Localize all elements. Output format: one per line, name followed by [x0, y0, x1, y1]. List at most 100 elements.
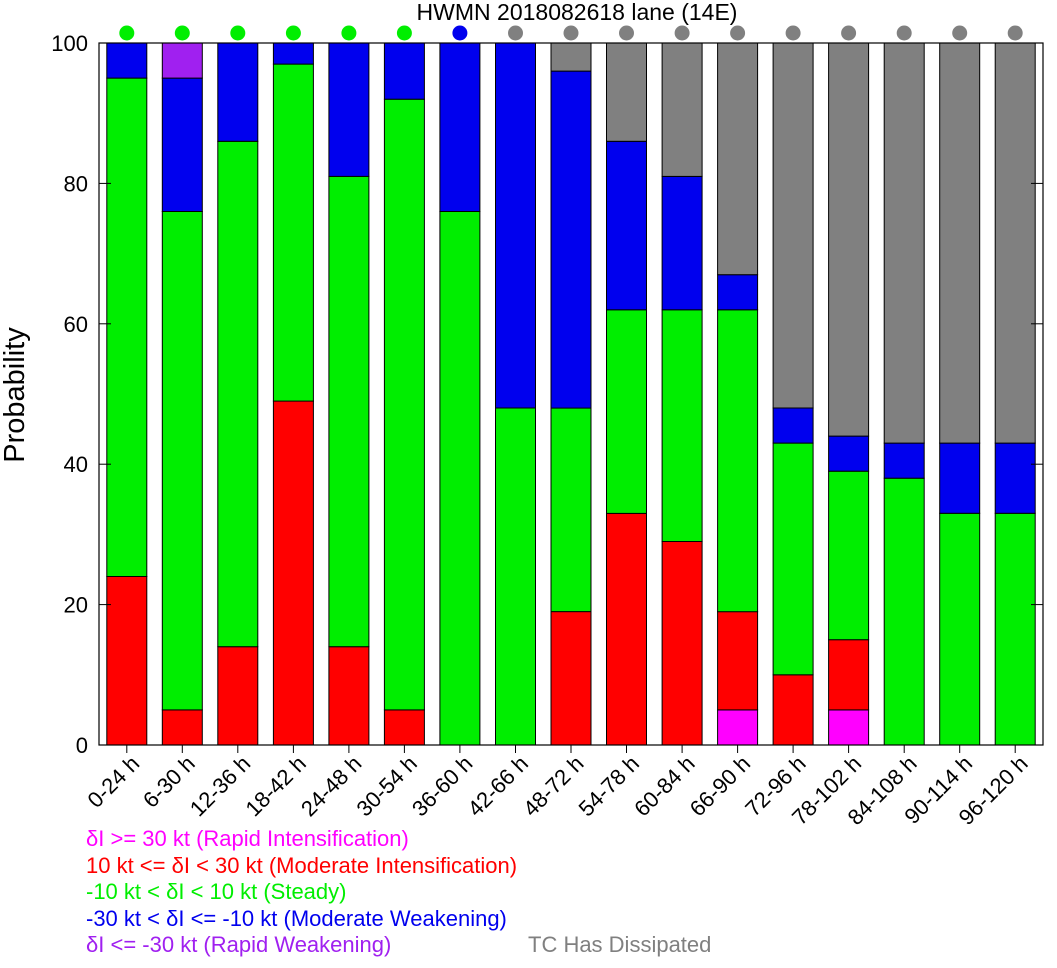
bar-segment-1-4	[161, 42, 203, 79]
legend-moderate-intensification: 10 kt <= δI < 30 kt (Moderate Intensific…	[86, 852, 518, 878]
bar-segment-5-1	[383, 709, 425, 746]
bar-segment-10-5	[661, 42, 703, 177]
bar-segment-4-2	[328, 175, 370, 648]
bar-segment-10-2	[661, 309, 703, 542]
legend: δI >= 30 kt (Rapid Intensification) 10 k…	[86, 826, 517, 959]
y-axis-label: Probability	[0, 327, 31, 463]
bar-segment-12-5	[772, 42, 814, 409]
bar-segment-10-1	[661, 540, 703, 746]
category-dot-5	[396, 25, 412, 41]
bar-segment-14-2	[883, 477, 925, 746]
category-dot-11	[730, 25, 746, 41]
bar-segment-7-2	[495, 407, 536, 746]
legend-rapid-weakening: δI <= -30 kt (Rapid Weakening)	[86, 932, 392, 957]
bar-segment-5-3	[383, 42, 425, 100]
x-tick-label-5: 30-54 h	[351, 751, 421, 821]
legend-steady: -10 kt < δI < 10 kt (Steady)	[86, 879, 347, 904]
bar-segment-13-3	[828, 435, 870, 472]
bar-segment-0-1	[106, 576, 148, 746]
category-dots-layer	[119, 25, 1023, 41]
category-dot-0	[119, 25, 135, 41]
bar-segment-7-3	[495, 42, 536, 409]
x-tick-label-4: 24-48 h	[296, 751, 366, 821]
x-tick-label-10: 60-84 h	[629, 751, 699, 821]
bar-segment-6-2	[439, 211, 481, 746]
x-tick-label-9: 54-78 h	[574, 751, 644, 821]
x-tick-label-6: 36-60 h	[407, 751, 477, 821]
legend-rapid-intensification: δI >= 30 kt (Rapid Intensification)	[86, 826, 409, 851]
bars-layer	[106, 42, 1036, 746]
bar-segment-3-3	[272, 42, 314, 65]
bar-segment-1-2	[161, 211, 203, 711]
bar-segment-14-3	[883, 442, 925, 479]
category-dot-13	[841, 25, 857, 41]
category-dot-6	[452, 25, 468, 41]
x-tick-label-3: 18-42 h	[240, 751, 310, 821]
category-dot-1	[174, 25, 190, 41]
legend-dissipated: TC Has Dissipated	[528, 932, 712, 957]
x-tick-label-2: 12-36 h	[185, 751, 255, 821]
x-tick-label-8: 48-72 h	[518, 751, 588, 821]
category-dot-9	[619, 25, 634, 41]
bar-segment-12-2	[772, 442, 814, 676]
bar-segment-15-2	[939, 512, 981, 746]
bar-segment-12-1	[772, 674, 814, 746]
bar-segment-16-5	[994, 42, 1036, 444]
bar-segment-11-2	[717, 309, 759, 613]
bar-segment-4-1	[328, 646, 370, 746]
category-dot-8	[563, 25, 579, 41]
category-dot-16	[1007, 25, 1023, 41]
y-tick-label-1: 20	[64, 593, 88, 618]
bar-segment-3-1	[272, 400, 314, 746]
bar-segment-4-3	[328, 42, 370, 177]
bar-segment-1-3	[161, 77, 203, 212]
category-dot-12	[785, 25, 801, 41]
bar-segment-11-5	[717, 42, 759, 276]
bar-segment-5-2	[383, 98, 425, 711]
bar-segment-9-5	[606, 42, 647, 142]
y-tick-label-0: 0	[76, 733, 88, 758]
category-dot-4	[341, 25, 357, 41]
bar-segment-16-3	[994, 442, 1036, 514]
x-tick-label-11: 66-90 h	[685, 751, 755, 821]
bar-segment-10-3	[661, 175, 703, 311]
x-tick-label-7: 42-66 h	[463, 751, 533, 821]
category-dot-2	[230, 25, 246, 41]
y-tick-label-5: 100	[51, 31, 88, 56]
bar-segment-11-1	[717, 611, 759, 711]
bar-segment-16-2	[994, 512, 1036, 746]
bar-segment-11-3	[717, 274, 759, 311]
bar-segment-9-1	[606, 512, 647, 746]
bar-segment-0-2	[106, 77, 148, 577]
bar-segment-9-3	[606, 140, 647, 311]
bar-segment-8-3	[550, 70, 592, 409]
bar-segment-13-0	[828, 709, 870, 746]
category-dot-10	[674, 25, 690, 41]
bar-segment-9-2	[606, 309, 647, 514]
bar-segment-3-2	[272, 63, 314, 402]
category-dot-15	[952, 25, 968, 41]
bar-segment-8-2	[550, 407, 592, 613]
y-tick-label-2: 40	[64, 452, 88, 477]
bar-segment-2-3	[217, 42, 259, 142]
x-tick-label-0: 0-24 h	[83, 751, 145, 813]
bar-segment-2-1	[217, 646, 259, 746]
category-dot-14	[896, 25, 912, 41]
category-dot-3	[285, 25, 301, 41]
bar-segment-11-0	[717, 709, 759, 746]
legend-moderate-weakening: -30 kt < δI <= -10 kt (Moderate Weakenin…	[86, 905, 507, 931]
bar-segment-2-2	[217, 140, 259, 648]
bar-segment-14-5	[883, 42, 925, 444]
bar-segment-8-5	[550, 42, 592, 72]
bar-segment-6-3	[439, 42, 481, 212]
bar-segment-15-5	[939, 42, 981, 444]
bar-segment-0-3	[106, 42, 148, 79]
y-tick-label-4: 80	[64, 171, 88, 196]
bar-segment-13-1	[828, 639, 870, 711]
bar-segment-8-1	[550, 611, 592, 746]
bar-segment-1-1	[161, 709, 203, 746]
bar-segment-12-3	[772, 407, 814, 444]
bar-segment-15-3	[939, 442, 981, 514]
bar-segment-13-5	[828, 42, 870, 437]
bar-segment-13-2	[828, 470, 870, 641]
